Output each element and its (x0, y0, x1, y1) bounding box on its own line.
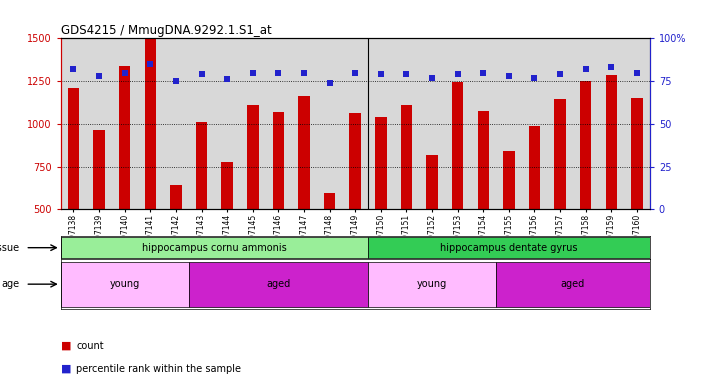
Text: ■: ■ (61, 364, 71, 374)
Text: age: age (1, 279, 19, 289)
Bar (605, 75, 617, 209)
Text: ■: ■ (61, 341, 71, 351)
Text: tissue: tissue (0, 243, 19, 253)
Text: percentile rank within the sample: percentile rank within the sample (76, 364, 241, 374)
Bar (324, 193, 336, 209)
Bar (94, 130, 105, 209)
Text: aged: aged (560, 279, 585, 289)
Bar (368, 262, 496, 306)
Bar (478, 111, 489, 209)
Text: aged: aged (266, 279, 291, 289)
Bar (68, 88, 79, 209)
Bar (426, 155, 438, 209)
Bar (61, 237, 368, 258)
Bar (368, 237, 650, 258)
Bar (221, 162, 233, 209)
Bar (188, 262, 368, 306)
Bar (452, 82, 463, 209)
Text: hippocampus dentate gyrus: hippocampus dentate gyrus (440, 243, 578, 253)
Bar (144, 38, 156, 209)
Text: hippocampus cornu ammonis: hippocampus cornu ammonis (142, 243, 287, 253)
Bar (580, 81, 591, 209)
Bar (119, 66, 131, 209)
Bar (631, 98, 643, 209)
Text: count: count (76, 341, 104, 351)
Bar (61, 262, 188, 306)
Bar (401, 105, 412, 209)
Bar (170, 184, 181, 209)
Bar (247, 105, 258, 209)
Bar (554, 99, 566, 209)
Text: young: young (417, 279, 447, 289)
Text: young: young (109, 279, 140, 289)
Bar (273, 112, 284, 209)
Bar (496, 262, 650, 306)
Bar (375, 117, 386, 209)
Text: GDS4215 / MmugDNA.9292.1.S1_at: GDS4215 / MmugDNA.9292.1.S1_at (61, 24, 271, 37)
Bar (529, 126, 540, 209)
Bar (298, 96, 310, 209)
Bar (349, 113, 361, 209)
Bar (503, 151, 515, 209)
Bar (196, 122, 207, 209)
